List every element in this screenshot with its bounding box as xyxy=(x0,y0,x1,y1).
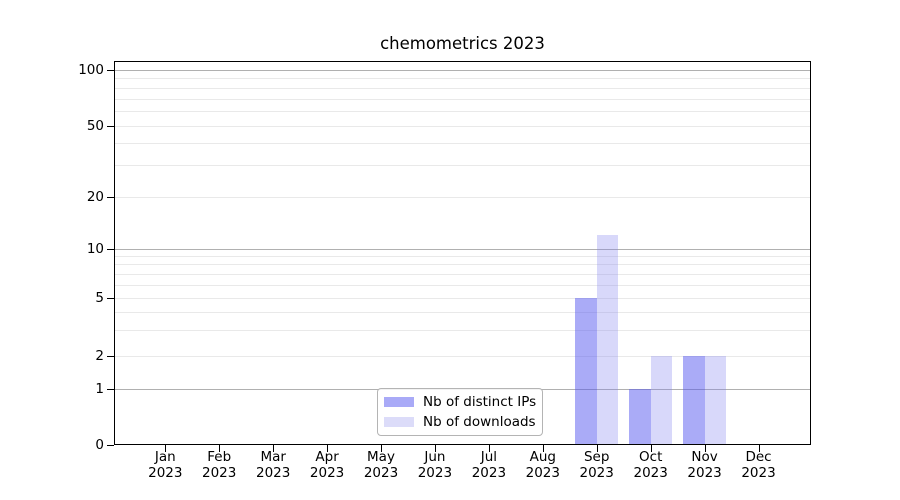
gridline-8 xyxy=(115,264,810,265)
gridline-9 xyxy=(115,256,810,257)
bar-ips-nov xyxy=(683,356,705,444)
x-tick-label-sep: Sep 2023 xyxy=(579,449,614,481)
legend-entry-ips: Nb of distinct IPs xyxy=(384,393,537,411)
x-tick-label-may: May 2023 xyxy=(363,449,399,481)
gridline-80 xyxy=(115,88,810,89)
gridline-7 xyxy=(115,274,810,275)
gridline-70 xyxy=(115,99,810,100)
y-tick-mark-50 xyxy=(107,126,114,127)
x-tick-label-apr: Apr 2023 xyxy=(309,449,345,481)
y-tick-label-1: 1 xyxy=(95,381,104,397)
y-tick-mark-2 xyxy=(107,356,114,357)
gridline-6 xyxy=(115,285,810,286)
chart-title: chemometrics 2023 xyxy=(380,34,545,53)
legend-label-ips: Nb of distinct IPs xyxy=(423,393,537,410)
legend-label-downloads: Nb of downloads xyxy=(423,413,536,430)
y-tick-mark-100 xyxy=(107,70,114,71)
y-tick-label-100: 100 xyxy=(78,62,104,78)
gridline-90 xyxy=(115,78,810,79)
y-tick-label-20: 20 xyxy=(86,189,104,205)
legend-swatch-ips xyxy=(384,397,414,407)
legend-swatch-downloads xyxy=(384,417,414,427)
x-tick-label-jan: Jan 2023 xyxy=(148,449,183,481)
gridline-60 xyxy=(115,111,810,112)
x-tick-mark-jul xyxy=(489,445,490,452)
y-tick-label-5: 5 xyxy=(95,289,104,306)
gridline-2 xyxy=(115,356,810,357)
x-tick-mark-apr xyxy=(327,445,328,452)
y-tick-label-2: 2 xyxy=(95,348,104,364)
y-tick-label-50: 50 xyxy=(86,117,104,134)
gridline-40 xyxy=(115,143,810,144)
legend-entry-downloads: Nb of downloads xyxy=(384,413,536,431)
y-tick-mark-5 xyxy=(107,298,114,299)
x-tick-mark-may xyxy=(381,445,382,452)
x-tick-label-oct: Oct 2023 xyxy=(633,449,668,481)
y-tick-mark-1 xyxy=(107,389,114,390)
x-tick-mark-dec xyxy=(759,445,760,452)
gridline-30 xyxy=(115,165,810,166)
bar-downloads-oct xyxy=(650,356,673,444)
x-tick-mark-mar xyxy=(273,445,274,452)
legend: Nb of distinct IPs Nb of downloads xyxy=(377,388,543,436)
y-tick-mark-20 xyxy=(107,197,114,198)
x-tick-mark-oct xyxy=(651,445,652,452)
x-tick-mark-feb xyxy=(219,445,220,452)
gridline-50 xyxy=(115,126,810,127)
x-tick-label-jul: Jul 2023 xyxy=(471,449,507,481)
x-tick-label-nov: Nov 2023 xyxy=(687,449,722,481)
x-tick-label-aug: Aug 2023 xyxy=(525,449,560,481)
x-tick-label-feb: Feb 2023 xyxy=(202,449,237,481)
y-tick-label-0: 0 xyxy=(95,437,104,453)
x-tick-label-jun: Jun 2023 xyxy=(417,449,453,481)
y-tick-label-10: 10 xyxy=(86,240,104,257)
gridline-20 xyxy=(115,197,810,198)
x-tick-mark-jun xyxy=(435,445,436,452)
x-tick-label-dec: Dec 2023 xyxy=(741,449,776,481)
gridline-3 xyxy=(115,330,810,331)
bar-downloads-nov xyxy=(704,356,726,444)
gridline-100 xyxy=(115,70,810,71)
x-tick-mark-sep xyxy=(597,445,598,452)
bar-ips-sep xyxy=(575,297,597,444)
gridline-5 xyxy=(115,298,810,299)
y-tick-mark-0 xyxy=(107,445,114,446)
bar-ips-oct xyxy=(629,389,651,444)
gridline-4 xyxy=(115,312,810,313)
gridline-10 xyxy=(115,249,810,250)
bar-downloads-sep xyxy=(596,235,619,444)
y-tick-mark-10 xyxy=(107,249,114,250)
x-tick-label-mar: Mar 2023 xyxy=(256,449,291,481)
x-tick-mark-jan xyxy=(165,445,166,452)
x-tick-mark-aug xyxy=(543,445,544,452)
x-tick-mark-nov xyxy=(705,445,706,452)
